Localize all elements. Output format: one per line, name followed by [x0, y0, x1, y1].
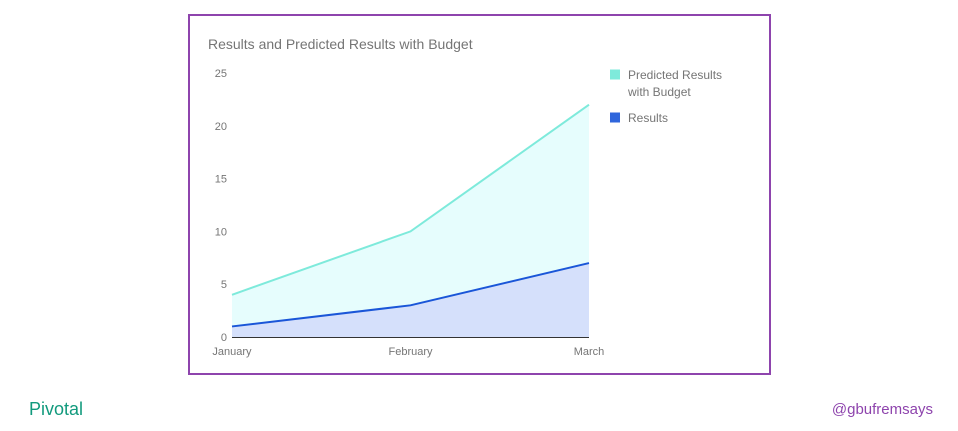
y-tick-label: 25	[215, 68, 227, 80]
y-tick-label: 10	[215, 226, 227, 238]
chart-title: Results and Predicted Results with Budge…	[208, 36, 473, 52]
y-tick-label: 20	[215, 121, 227, 133]
x-tick-label: January	[212, 346, 252, 358]
y-tick-label: 0	[221, 332, 227, 344]
legend-swatch	[610, 112, 620, 123]
y-tick-label: 15	[215, 174, 227, 186]
x-tick-label: March	[574, 346, 605, 358]
chart-frame: Results and Predicted Results with Budge…	[188, 14, 771, 375]
area-predicted-results-with-budget	[232, 104, 589, 338]
legend-label: Predicted Results	[628, 68, 722, 82]
legend-label: with Budget	[627, 85, 691, 99]
pivotal-logo: Pivotal	[29, 399, 84, 419]
legend-label: Results	[628, 111, 668, 125]
area-chart: 0 5 10 15 20 25 January February March Predicted…	[212, 68, 722, 358]
legend-swatch	[610, 69, 620, 80]
area-results	[232, 263, 589, 337]
y-tick-label: 5	[221, 279, 227, 291]
x-tick-label: February	[388, 346, 433, 358]
twitter-handle: @gbufremsays	[831, 401, 933, 418]
